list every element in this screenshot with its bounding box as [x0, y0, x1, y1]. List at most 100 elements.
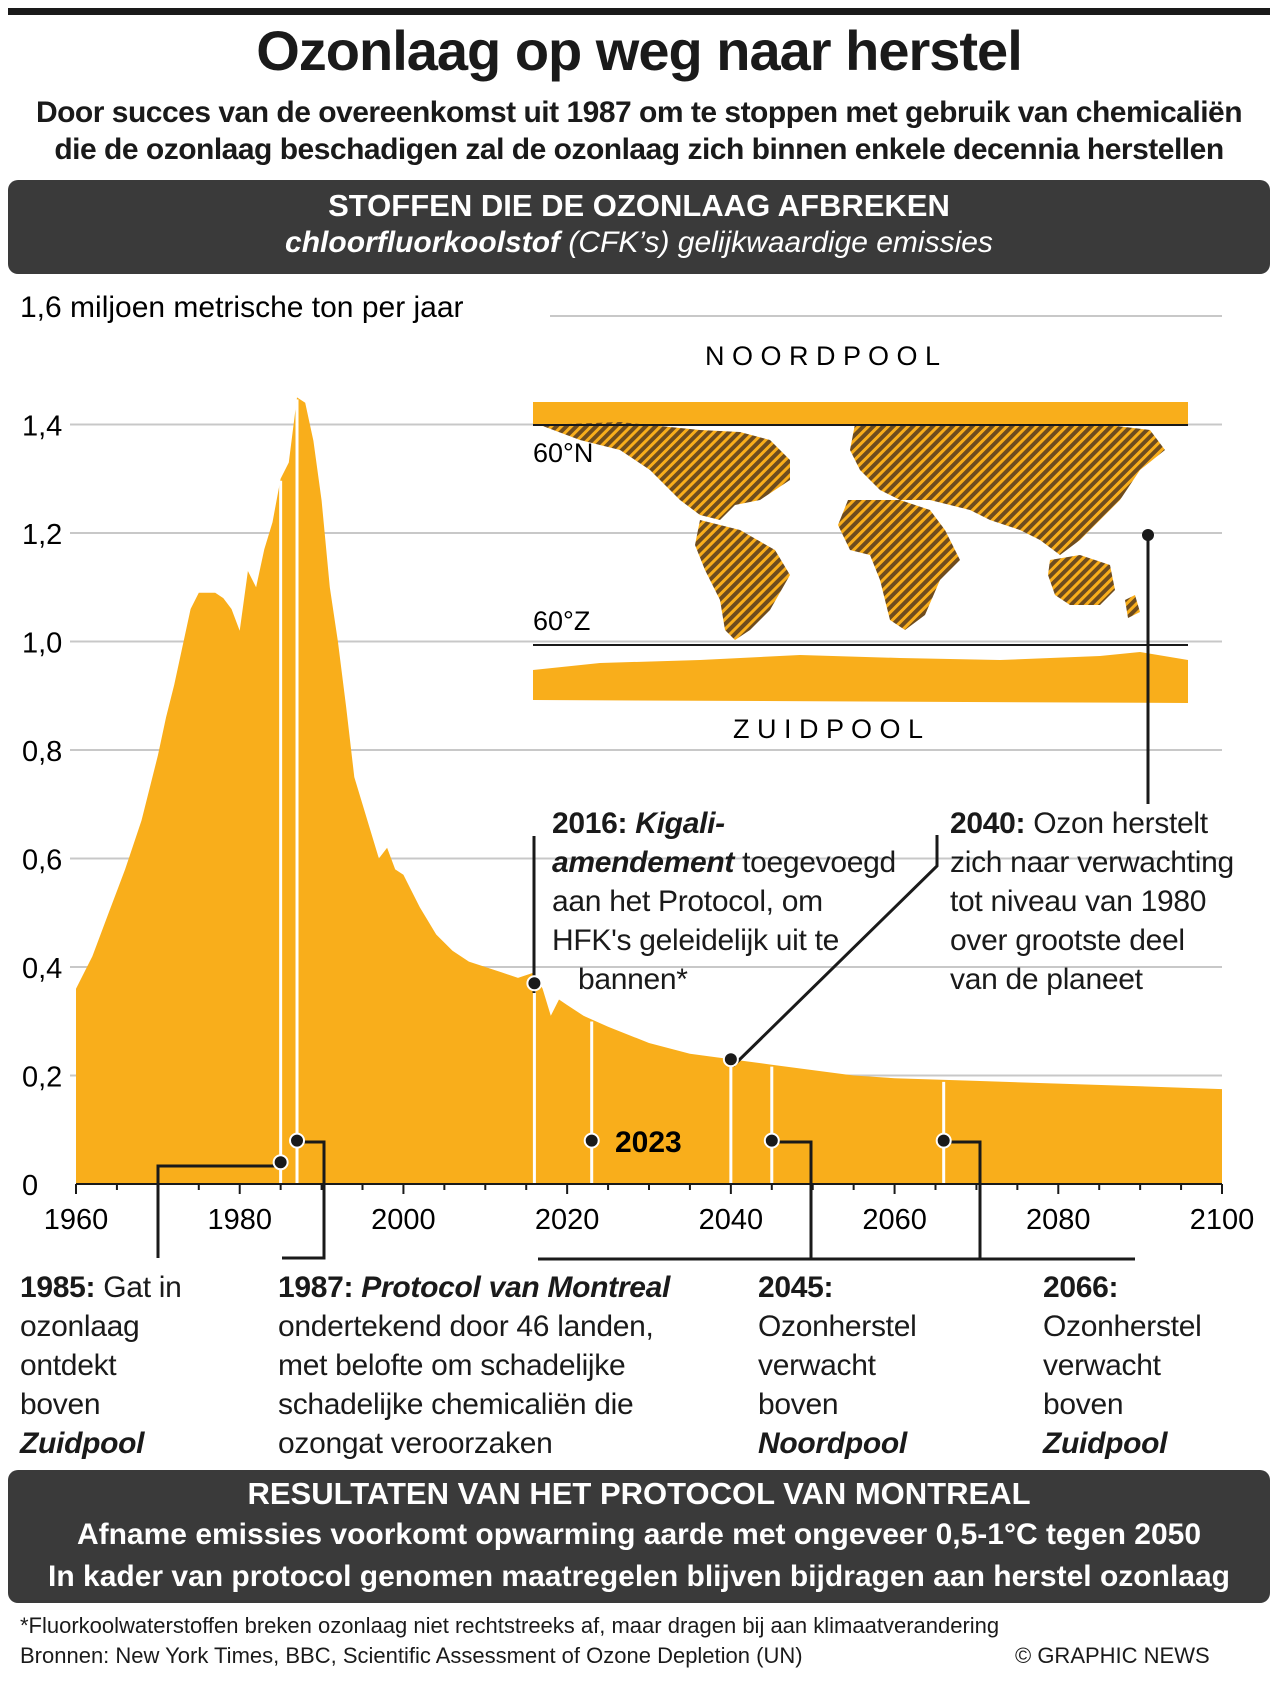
- event-dot-1985: [272, 1154, 289, 1171]
- leader-2066: [945, 1140, 982, 1259]
- a2040-l5: van de planeet: [950, 963, 1143, 996]
- emissions-chart: 0 0,2 0,4 0,6 0,8 1,0 1,2 1,4 1,6 miljoen metri…: [20, 291, 1255, 1261]
- a1987-year: 1987:: [278, 1271, 354, 1304]
- event-lines: [279, 399, 946, 1184]
- leader-lines: [156, 535, 1150, 1261]
- sources: Bronnen: New York Times, BBC, Scientific…: [20, 1643, 803, 1668]
- leader-2040: [731, 835, 939, 1068]
- a1985-em: Zuidpool: [20, 1427, 145, 1460]
- a1985-year: 1985:: [20, 1271, 96, 1304]
- annotation-2016: 2016: Kigali- amendement toegevoegd aan …: [552, 804, 932, 999]
- event-dot-1987: [289, 1132, 306, 1149]
- a2066-em: Zuidpool: [1043, 1427, 1168, 1460]
- page-subtitle: Door succes van de overeenkomst uit 1987…: [0, 94, 1278, 168]
- a2066-l4: boven: [1043, 1388, 1124, 1421]
- event-markers: [272, 529, 1154, 1171]
- event-dot-2045: [763, 1132, 780, 1149]
- section-subtitle-bold: chloorfluorkoolstof: [285, 226, 561, 259]
- x-tick-label: 2060: [862, 1204, 927, 1236]
- subtitle-line-2: die de ozonlaag beschadigen zal de ozonl…: [54, 133, 1224, 166]
- a2016-em1: Kigali-: [635, 807, 725, 840]
- page-title: Ozonlaag op weg naar herstel: [256, 19, 1023, 82]
- credit: © GRAPHIC NEWS: [1015, 1643, 1210, 1668]
- a2045-l3: verwacht: [758, 1349, 876, 1382]
- event-dot-2066: [935, 1132, 952, 1149]
- annotation-1987: 1987: Protocol van Montreal ondertekend …: [278, 1268, 738, 1463]
- x-tick-label: 2000: [371, 1204, 436, 1236]
- y-tick-label: 0,2: [22, 1062, 62, 1094]
- a2040-l4: over grootste deel: [950, 924, 1185, 957]
- x-tick-label: 2080: [1026, 1204, 1091, 1236]
- a1987-l4: schadelijke chemicaliën die: [278, 1388, 634, 1421]
- emissions-area: [76, 397, 1222, 1184]
- world-map: N O O R D P O O L Z U I D P O O L 60°N 6…: [533, 341, 1188, 744]
- event-dot-2023: [583, 1132, 600, 1149]
- x-tick-label: 1980: [207, 1204, 272, 1236]
- north-landmass: [540, 422, 1165, 555]
- x-tick-label: 2100: [1190, 1204, 1255, 1236]
- a1985-l1: Gat in: [95, 1271, 182, 1304]
- lat-60s-label: 60°Z: [533, 606, 590, 636]
- a2045-l4: boven: [758, 1388, 839, 1421]
- y-tick-label: 1,0: [22, 628, 62, 660]
- annotation-2040: 2040: Ozon herstelt zich naar verwachtin…: [950, 804, 1270, 999]
- results-title: RESULTATEN VAN HET PROTOCOL VAN MONTREAL: [247, 1476, 1031, 1511]
- a2045-year: 2045:: [758, 1271, 834, 1304]
- africa: [838, 500, 960, 630]
- arctic-band: [533, 402, 1188, 424]
- y-axis-labels: 0 0,2 0,4 0,6 0,8 1,0 1,2 1,4: [22, 411, 62, 1203]
- section-title: STOFFEN DIE DE OZONLAAG AFBREKEN: [328, 188, 950, 223]
- section-header: STOFFEN DIE DE OZONLAAG AFBREKEN chloorf…: [8, 180, 1270, 274]
- y-tick-label: 0,4: [22, 953, 62, 985]
- south-america: [695, 520, 790, 640]
- a2016-em2: amendement: [552, 846, 735, 879]
- x-axis-labels: 1960 1980 2000 2020 2040 2060 2080 2100: [44, 1183, 1255, 1236]
- a2040-l1: Ozon herstelt: [1025, 807, 1208, 840]
- a1987-l3: met belofte om schadelijke: [278, 1349, 626, 1382]
- y-axis-title: 1,6 miljoen metrische ton per jaar: [20, 291, 464, 324]
- a1985-l3: ontdekt: [20, 1349, 117, 1382]
- y-tick-label: 1,4: [22, 411, 62, 443]
- north-pole-label: N O O R D P O O L: [705, 341, 940, 371]
- results-line-2: In kader van protocol genomen maatregele…: [48, 1560, 1230, 1593]
- a1985-l4: boven: [20, 1388, 101, 1421]
- a2045-l2: Ozonherstel: [758, 1310, 917, 1343]
- top-rule: [8, 8, 1270, 15]
- event-dot-2040: [722, 1051, 739, 1068]
- y-tick-label: 0,8: [22, 736, 62, 768]
- event-dot-2016: [526, 975, 543, 992]
- leader-1987: [282, 1140, 326, 1260]
- a2016-l2: toegevoegd: [734, 846, 896, 879]
- a2016-l3: aan het Protocol, om: [552, 885, 823, 918]
- y-tick-label: 0: [22, 1170, 38, 1202]
- annotation-2045: 2045: Ozonherstel verwacht boven Noordpo…: [758, 1268, 978, 1463]
- australia: [1048, 555, 1115, 605]
- results-line-1: Afname emissies voorkomt opwarming aarde…: [76, 1518, 1202, 1551]
- subtitle-line-1: Door succes van de overeenkomst uit 1987…: [35, 96, 1243, 129]
- results-panel: RESULTATEN VAN HET PROTOCOL VAN MONTREAL…: [8, 1470, 1270, 1603]
- a1987-em: Protocol van Montreal: [361, 1271, 671, 1304]
- annotation-1985: 1985: Gat in ozonlaag ontdekt boven Zuid…: [20, 1268, 260, 1463]
- a2016-year: 2016:: [552, 807, 628, 840]
- a2066-l3: verwacht: [1043, 1349, 1161, 1382]
- label-2023: 2023: [615, 1126, 682, 1159]
- a2045-em: Noordpool: [758, 1427, 907, 1460]
- lat-60n-label: 60°N: [533, 438, 593, 468]
- footnote: *Fluorkoolwaterstoffen breken ozonlaag n…: [20, 1613, 1000, 1638]
- x-tick-label: 1960: [44, 1204, 109, 1236]
- y-tick-label: 0,6: [22, 845, 62, 877]
- antarctica: [533, 652, 1188, 703]
- x-tick-label: 2020: [535, 1204, 600, 1236]
- annotation-2066: 2066: Ozonherstel verwacht boven Zuidpoo…: [1043, 1268, 1263, 1463]
- asia-islands: [1040, 520, 1140, 618]
- section-subtitle-rest: (CFK’s) gelijkwaardige emissies: [560, 226, 993, 259]
- map-dot: [1142, 529, 1154, 541]
- a2040-year: 2040:: [950, 807, 1026, 840]
- a2016-l5: bannen*: [578, 963, 688, 996]
- a1985-l2: ozonlaag: [20, 1310, 140, 1343]
- a1987-l2: ondertekend door 46 landen,: [278, 1310, 654, 1343]
- x-tick-label: 2040: [699, 1204, 764, 1236]
- a2016-l4: HFK's geleidelijk uit te: [552, 924, 839, 957]
- a2066-l2: Ozonherstel: [1043, 1310, 1202, 1343]
- y-tick-label: 1,2: [22, 519, 62, 551]
